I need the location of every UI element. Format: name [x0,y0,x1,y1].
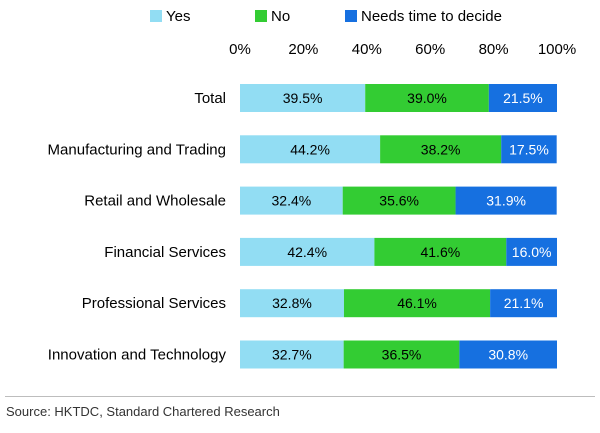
data-label-yes-financial-services: 42.4% [287,244,327,260]
source-note: Source: HKTDC, Standard Chartered Resear… [6,404,280,419]
legend-label-needs-time-to-decide: Needs time to decide [361,8,502,25]
x-tick-label: 60% [415,41,445,58]
x-axis-ticks: 0% 20% 40% 60% 80% 100% [229,41,576,58]
category-label-innovation-and-technology: Innovation and Technology [48,347,227,364]
data-label-no-financial-services: 41.6% [420,244,460,260]
x-tick-label: 80% [479,41,509,58]
data-label-needs-time-to-decide-innovation-and-technology: 30.8% [488,347,528,363]
data-label-no-innovation-and-technology: 36.5% [382,347,422,363]
legend-swatch-yes [150,10,162,22]
stacked-bar-chart: Yes No Needs time to decide 0% 20% 40% 60% 80%… [0,0,600,433]
data-label-yes-manufacturing-and-trading: 44.2% [290,141,330,157]
data-label-needs-time-to-decide-retail-and-wholesale: 31.9% [486,193,526,209]
bars: 39.5% 39.0% 21.5% 44.2% 38.2% 17.5% 32.4% 35.6%… [240,84,557,369]
data-label-no-professional-services: 46.1% [397,295,437,311]
x-tick-label: 100% [538,41,576,58]
footer-divider [5,396,595,397]
category-label-financial-services: Financial Services [104,244,226,261]
data-label-needs-time-to-decide-financial-services: 16.0% [512,244,552,260]
data-label-needs-time-to-decide-professional-services: 21.1% [504,295,544,311]
data-label-no-retail-and-wholesale: 35.6% [379,193,419,209]
category-label-professional-services: Professional Services [82,295,226,312]
legend-swatch-needs-time-to-decide [345,10,357,22]
x-tick-label: 20% [288,41,318,58]
data-label-yes-professional-services: 32.8% [272,295,312,311]
legend-swatch-no [255,10,267,22]
x-tick-label: 0% [229,41,251,58]
data-label-needs-time-to-decide-total: 21.5% [503,90,543,106]
legend-label-no: No [271,8,290,25]
category-label-manufacturing-and-trading: Manufacturing and Trading [48,141,226,158]
data-label-yes-total: 39.5% [283,90,323,106]
category-labels: Total Manufacturing and Trading Retail and… [48,90,227,364]
x-tick-label: 40% [352,41,382,58]
data-label-needs-time-to-decide-manufacturing-and-trading: 17.5% [509,141,549,157]
category-label-total: Total [194,90,226,107]
legend-label-yes: Yes [166,8,190,25]
legend: Yes No Needs time to decide [150,8,502,25]
data-label-yes-retail-and-wholesale: 32.4% [272,193,312,209]
data-label-no-total: 39.0% [407,90,447,106]
data-label-yes-innovation-and-technology: 32.7% [272,347,312,363]
data-label-no-manufacturing-and-trading: 38.2% [421,141,461,157]
category-label-retail-and-wholesale: Retail and Wholesale [84,193,226,210]
